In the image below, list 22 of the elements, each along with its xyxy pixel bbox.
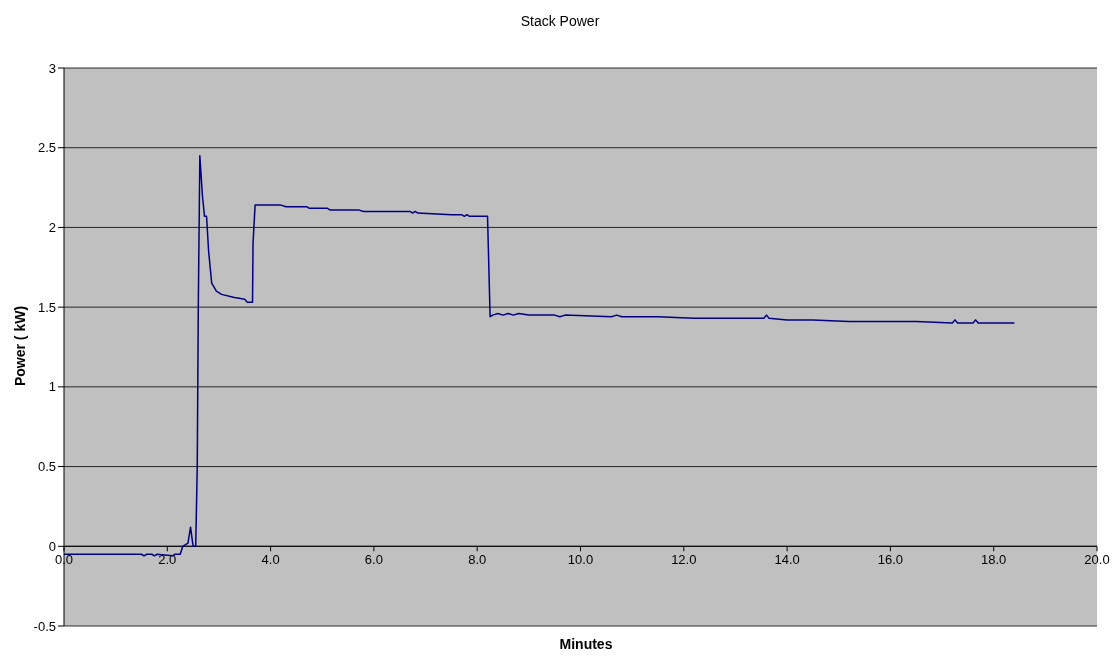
x-tick-label: 8.0	[468, 552, 487, 568]
x-tick-label: 10.0	[567, 552, 594, 568]
y-axis-title: Power ( kW)	[12, 304, 28, 389]
x-tick-label: 12.0	[671, 552, 697, 568]
x-tick-label: 18.0	[981, 552, 1007, 568]
x-tick-label: 4.0	[261, 552, 280, 568]
x-tick-label: 14.0	[774, 552, 800, 568]
y-tick-label: -0.5	[33, 618, 56, 634]
y-tick-label: 2	[48, 220, 56, 236]
x-tick-label: 6.0	[364, 552, 383, 568]
x-axis-title: Minutes	[558, 636, 614, 652]
y-tick-label: 3	[48, 60, 56, 76]
line-series	[64, 154, 1016, 557]
x-tick-label: 16.0	[877, 552, 904, 568]
x-tick-label: 20.0	[1084, 552, 1110, 568]
y-tick-label: 0	[48, 538, 56, 554]
y-tick-label: 0.5	[37, 459, 56, 475]
y-tick-label: 1.5	[37, 299, 56, 315]
y-tick-label: 2.5	[37, 140, 56, 156]
chart-title: Stack Power	[519, 13, 601, 29]
x-tick-label: 0.0	[54, 552, 74, 568]
y-tick-label: 1	[48, 379, 56, 395]
